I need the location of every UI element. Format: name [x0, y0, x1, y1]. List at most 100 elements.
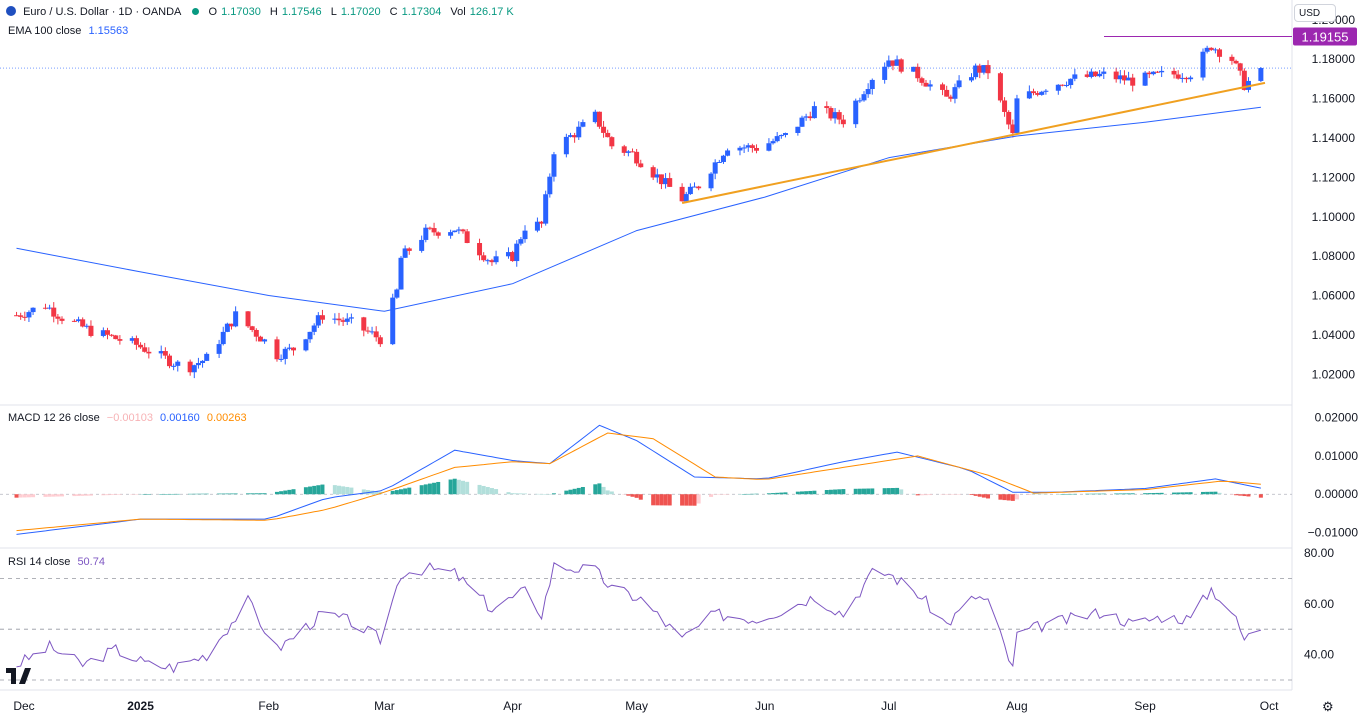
- macd-histogram-bar: [341, 486, 346, 495]
- candle-body: [406, 248, 412, 251]
- volume-value: 126.17 K: [469, 6, 514, 18]
- candle-body: [249, 326, 255, 330]
- candle-body: [1150, 71, 1156, 75]
- candle-body: [737, 147, 743, 151]
- macd-histogram-bar: [262, 493, 267, 495]
- candle-body: [282, 348, 288, 359]
- candle-body: [336, 318, 342, 321]
- macd-histogram-bar: [692, 494, 697, 506]
- macd-histogram-bar: [394, 490, 399, 495]
- macd-histogram-bar: [1258, 494, 1263, 498]
- macd-histogram-group: [14, 478, 1263, 506]
- macd-line-value: 0.00160: [160, 412, 200, 424]
- macd-histogram-bar: [795, 491, 800, 495]
- candle-body: [625, 151, 631, 153]
- candle-body: [1084, 74, 1090, 77]
- ema-legend[interactable]: EMA 100 close 1.15563: [8, 25, 128, 37]
- candle-body: [836, 112, 842, 120]
- candle-body: [824, 106, 830, 109]
- candle-body: [803, 116, 809, 118]
- macd-histogram-bar: [808, 490, 813, 495]
- macd-histogram-bar: [14, 494, 19, 498]
- candle-body: [853, 100, 859, 125]
- macd-histogram-bar: [977, 494, 982, 497]
- macd-histogram-bar: [1229, 494, 1234, 495]
- candle-body: [377, 337, 383, 345]
- candle-body: [55, 316, 61, 319]
- settings-gear-icon[interactable]: ⚙: [1322, 699, 1334, 714]
- macd-histogram-bar: [655, 494, 660, 506]
- low-label: L: [330, 6, 337, 18]
- candle-body: [543, 194, 549, 224]
- candle-body: [1183, 77, 1189, 80]
- candle-body: [22, 316, 28, 318]
- time-tick-label: Jun: [755, 699, 774, 713]
- candle-body: [782, 132, 788, 136]
- high-value: 1.17546: [281, 6, 322, 18]
- price-tick-label: 1.06000: [1312, 289, 1356, 303]
- candle-body: [204, 353, 210, 361]
- macd-histogram-bar: [928, 494, 933, 496]
- candle-body: [146, 351, 152, 354]
- price-tick-label: 1.04000: [1312, 328, 1356, 342]
- time-tick-label: Dec: [13, 699, 34, 713]
- time-tick-label: Mar: [374, 699, 395, 713]
- candle-body: [253, 329, 259, 337]
- candle-body: [1117, 75, 1123, 80]
- macd-histogram-bar: [824, 490, 829, 495]
- macd-histogram-bar: [886, 488, 891, 495]
- candle-body: [1208, 47, 1214, 50]
- macd-histogram-bar: [771, 493, 776, 495]
- candle-body: [712, 162, 718, 174]
- candle-body: [1171, 70, 1177, 75]
- macd-histogram-bar: [1002, 494, 1007, 501]
- candle-body: [514, 243, 520, 262]
- candle-body: [857, 100, 863, 102]
- macd-histogram-bar: [55, 494, 60, 497]
- symbol-title[interactable]: Euro / U.S. Dollar · 1D · OANDA: [23, 6, 182, 18]
- macd-histogram-bar: [737, 494, 742, 495]
- macd-histogram-bar: [659, 494, 664, 506]
- candle-body: [981, 65, 987, 73]
- close-label: C: [389, 6, 398, 18]
- macd-histogram-bar: [1246, 494, 1251, 497]
- macd-histogram-bar: [911, 493, 916, 495]
- candle-body: [398, 257, 404, 290]
- macd-histogram-bar: [713, 494, 718, 495]
- price-tick-label: 1.12000: [1312, 170, 1356, 184]
- macd-histogram-bar: [973, 494, 978, 496]
- macd-histogram-bar: [981, 494, 986, 498]
- macd-histogram-bar: [696, 494, 701, 504]
- candle-body: [1179, 77, 1185, 79]
- macd-legend[interactable]: MACD 12 26 close −0.00103 0.00160 0.0026…: [8, 412, 247, 424]
- candle-body: [807, 116, 813, 119]
- rsi-legend[interactable]: RSI 14 close 50.74: [8, 556, 105, 568]
- macd-histogram-bar: [986, 494, 991, 499]
- macd-tick-label: 0.01000: [1315, 449, 1359, 463]
- candle-body: [894, 59, 900, 66]
- macd-histogram-bar: [915, 494, 920, 496]
- macd-histogram-bar: [432, 482, 437, 495]
- macd-histogram-bar: [804, 491, 809, 495]
- candle-body: [489, 260, 495, 263]
- candle-body: [745, 145, 751, 148]
- macd-histogram-bar: [547, 494, 552, 495]
- candle-body: [348, 317, 354, 319]
- macd-histogram-bar: [535, 493, 540, 495]
- candle-body: [1055, 84, 1061, 91]
- macd-histogram-bar: [200, 493, 205, 495]
- candle-body: [1237, 63, 1243, 71]
- candle-body: [307, 331, 313, 340]
- candle-body: [605, 132, 611, 138]
- macd-histogram-bar: [250, 493, 255, 495]
- candle-body: [1212, 49, 1218, 51]
- candle-body: [1229, 56, 1235, 61]
- macd-histogram-bar: [940, 494, 945, 495]
- candle-body: [1130, 77, 1136, 86]
- macd-histogram-bar: [1060, 494, 1065, 495]
- candle-body: [71, 320, 77, 322]
- candle-body: [997, 73, 1003, 101]
- candle-body: [200, 360, 206, 364]
- currency-selector[interactable]: USD: [1294, 4, 1336, 22]
